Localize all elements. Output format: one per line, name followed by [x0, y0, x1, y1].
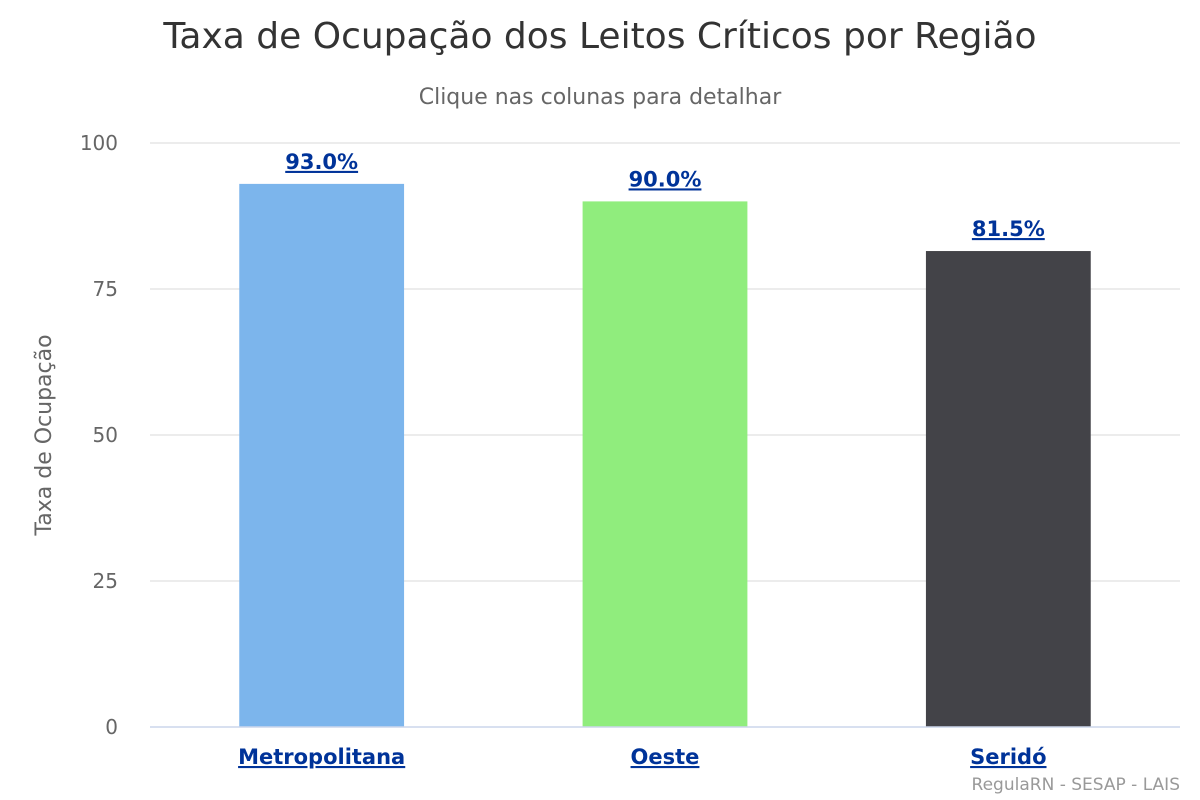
data-labels[interactable]: 93.0% 90.0% 81.5%	[285, 150, 1045, 241]
x-tick-label[interactable]: Oeste	[631, 745, 700, 769]
x-tick-label[interactable]: Seridó	[970, 745, 1046, 769]
data-label[interactable]: 90.0%	[629, 167, 702, 191]
chart-subtitle: Clique nas colunas para detalhar	[419, 85, 783, 110]
y-tick-label: 75	[93, 277, 118, 301]
bar-oeste[interactable]	[582, 201, 748, 727]
bar-seridó[interactable]	[925, 251, 1091, 728]
chart-title: Taxa de Ocupação dos Leitos Críticos por…	[162, 16, 1036, 57]
y-tick-label: 50	[93, 423, 118, 447]
y-tick-label: 0	[105, 715, 118, 739]
y-axis-ticks: 0 25 50 75 100	[80, 131, 118, 739]
bars[interactable]	[239, 183, 1091, 728]
y-tick-label: 25	[93, 569, 118, 593]
x-axis-ticks[interactable]: Metropolitana Oeste Seridó	[238, 745, 1046, 769]
x-tick-label[interactable]: Metropolitana	[238, 745, 405, 769]
bar-metropolitana[interactable]	[239, 183, 405, 727]
data-label[interactable]: 81.5%	[972, 217, 1045, 241]
y-tick-label: 100	[80, 131, 118, 155]
data-label[interactable]: 93.0%	[285, 150, 358, 174]
y-axis-label: Taxa de Ocupação	[32, 334, 57, 536]
credits-text[interactable]: RegulaRN - SESAP - LAIS	[972, 775, 1180, 795]
